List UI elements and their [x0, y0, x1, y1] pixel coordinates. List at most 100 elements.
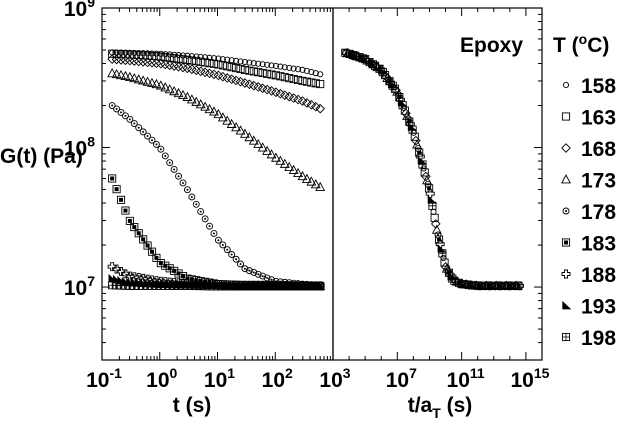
master-curve-point — [412, 139, 422, 149]
data-point-158 — [153, 50, 160, 57]
legend-marker — [562, 300, 572, 310]
data-point-158 — [255, 60, 262, 67]
data-point-173 — [209, 106, 219, 116]
data-point-173 — [270, 152, 281, 162]
master-curve-point — [400, 106, 409, 115]
data-point-173 — [133, 74, 144, 84]
data-point-173 — [222, 115, 233, 125]
data-point-163 — [108, 49, 117, 58]
data-points — [107, 47, 524, 291]
legend-label: 183 — [581, 233, 616, 256]
data-point-168 — [222, 73, 233, 83]
data-point-183 — [161, 261, 170, 270]
data-point-168 — [310, 101, 321, 112]
x-axis-label-left: t (s) — [173, 394, 212, 417]
data-point-163 — [271, 71, 280, 80]
data-point-183 — [130, 223, 139, 232]
data-point-173 — [173, 87, 184, 98]
data-point-163 — [227, 63, 236, 72]
data-point-178 — [170, 165, 178, 173]
data-point-163 — [232, 64, 241, 73]
master-curve-point — [420, 168, 429, 177]
master-curve-point — [427, 195, 437, 204]
data-point-158 — [122, 49, 129, 56]
data-point-163 — [302, 77, 311, 86]
data-point-168 — [125, 55, 135, 66]
data-point-173 — [200, 101, 211, 111]
master-curve-point — [418, 160, 427, 169]
data-point-173 — [142, 76, 153, 86]
data-point-163 — [218, 61, 227, 70]
master-curve-point — [417, 155, 427, 165]
data-point-168 — [262, 84, 272, 95]
data-point-173 — [288, 164, 299, 174]
data-point-163 — [134, 50, 143, 60]
data-point-168 — [240, 78, 250, 88]
master-curve-point — [515, 281, 524, 291]
data-point-178 — [188, 193, 196, 201]
data-point-173 — [244, 131, 255, 142]
data-point-168 — [191, 65, 202, 76]
data-point-173 — [169, 86, 180, 96]
data-point-178 — [210, 229, 218, 237]
data-point-163 — [298, 76, 307, 85]
data-point-173 — [275, 155, 286, 165]
data-point-178 — [183, 186, 191, 194]
legend-entry-193: 193 — [562, 296, 616, 319]
master-curve-point — [421, 175, 432, 185]
data-point-183 — [112, 185, 121, 194]
data-point-168 — [204, 68, 215, 79]
data-point-178 — [245, 267, 253, 275]
data-point-168 — [231, 75, 241, 86]
master-curve-point — [438, 249, 447, 258]
legend-title: T (oC) — [553, 31, 609, 57]
data-point-158 — [126, 49, 133, 56]
data-point-168 — [248, 80, 259, 91]
legend-entry-168: 168 — [561, 138, 616, 161]
data-point-158 — [268, 62, 275, 69]
legend-entry-173: 173 — [561, 170, 616, 193]
master-curve-point — [411, 135, 421, 146]
data-point-163 — [285, 74, 294, 83]
series-198 — [108, 281, 325, 291]
data-point-178 — [126, 115, 134, 123]
data-point-163 — [316, 80, 325, 89]
legend-marker — [562, 207, 570, 215]
data-point-158 — [241, 58, 248, 66]
data-point-158 — [131, 49, 138, 56]
data-point-173 — [191, 96, 202, 106]
master-curve-point — [430, 213, 439, 222]
data-point-173 — [315, 181, 326, 191]
data-point-173 — [213, 108, 224, 119]
data-point-173 — [160, 82, 171, 92]
data-point-173 — [253, 138, 264, 149]
data-point-173 — [155, 80, 166, 90]
data-point-183 — [116, 195, 126, 204]
data-point-178 — [219, 241, 227, 249]
data-point-173 — [279, 158, 290, 168]
data-point-173 — [164, 84, 175, 94]
data-point-163 — [236, 64, 245, 74]
data-point-163 — [214, 60, 223, 69]
data-point-168 — [235, 76, 246, 87]
data-point-168 — [315, 103, 326, 114]
data-point-168 — [213, 70, 224, 81]
data-point-173 — [235, 125, 246, 135]
data-point-178 — [130, 120, 138, 127]
data-point-178 — [161, 152, 169, 160]
data-point-158 — [237, 58, 244, 65]
data-point-163 — [240, 65, 249, 74]
data-point-178 — [201, 215, 209, 223]
legend-label: 163 — [581, 107, 616, 130]
data-point-158 — [264, 61, 271, 68]
data-point-163 — [143, 51, 152, 60]
data-point-168 — [253, 82, 264, 92]
data-point-168 — [293, 94, 303, 105]
data-point-158 — [317, 71, 324, 78]
data-point-163 — [125, 50, 134, 59]
data-point-163 — [147, 51, 157, 60]
data-point-168 — [151, 58, 162, 69]
legend-entry-178: 178 — [562, 201, 616, 224]
data-point-178 — [254, 270, 262, 278]
data-point-173 — [129, 72, 140, 83]
